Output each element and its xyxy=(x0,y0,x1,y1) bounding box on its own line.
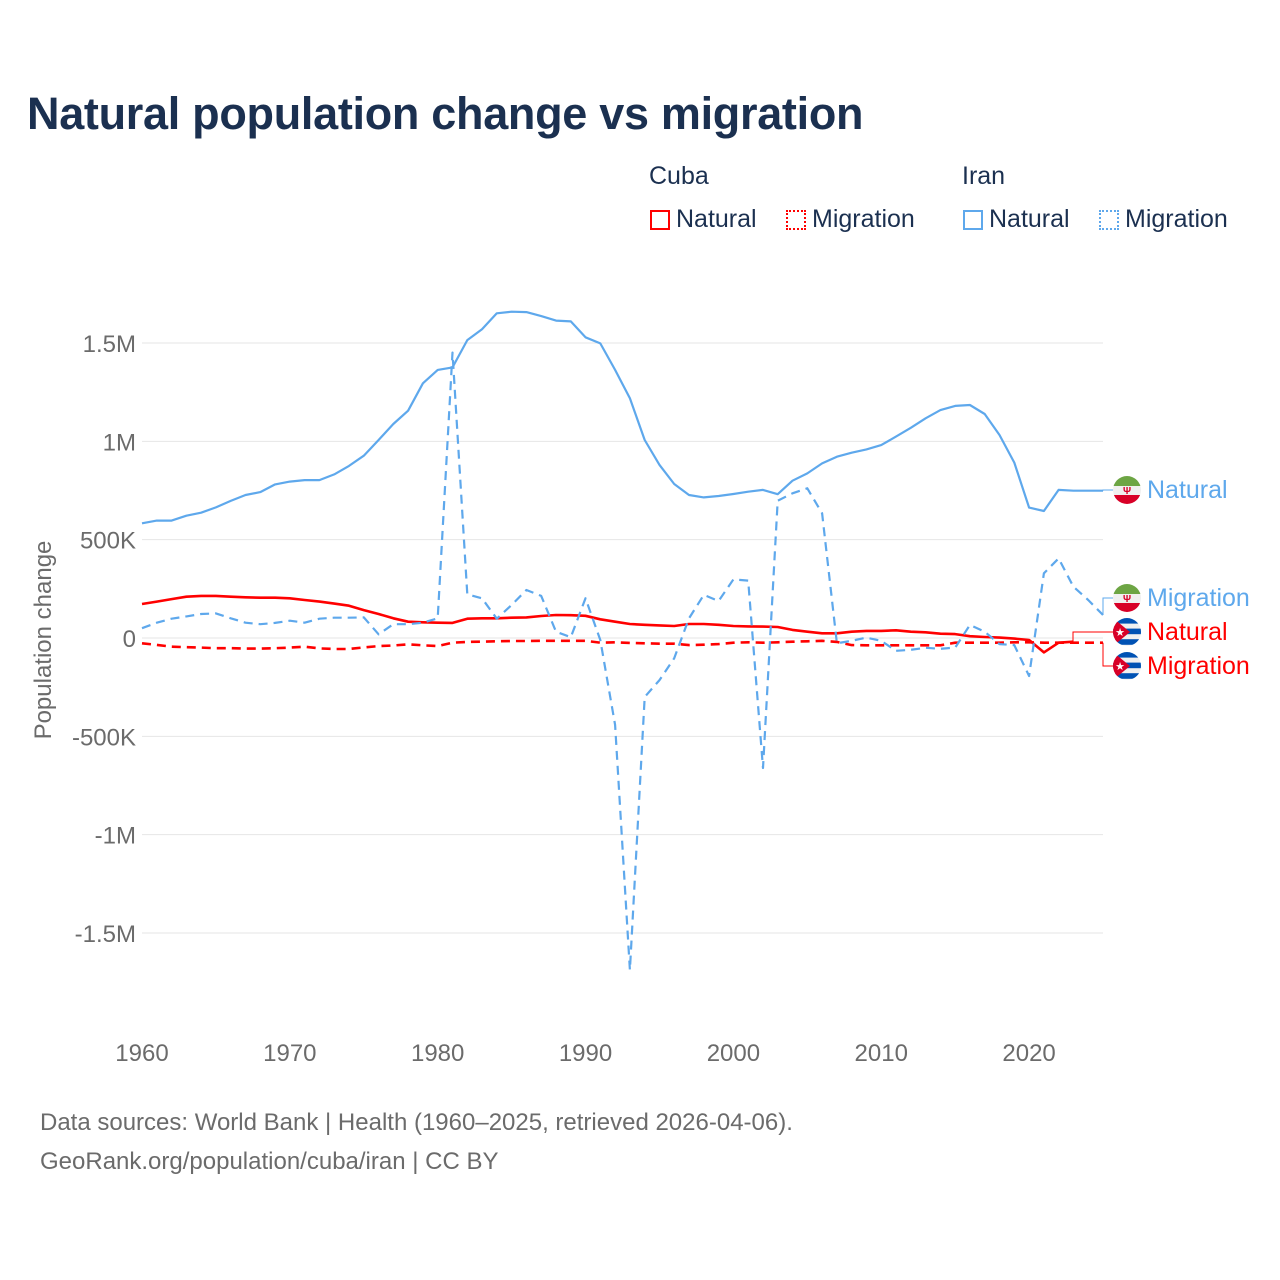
label-leader-lines xyxy=(1072,489,1113,667)
cuba-flag-icon: ★ xyxy=(1113,618,1141,646)
end-label-iran-migration[interactable]: Ψ Migration xyxy=(1113,584,1250,612)
end-label-text: Natural xyxy=(1147,618,1228,646)
legend-swatch-solid xyxy=(963,209,983,230)
y-tick-label: -500K xyxy=(72,724,136,751)
legend-item-cuba-migration[interactable]: Migration xyxy=(786,205,915,234)
legend-label: Natural xyxy=(989,205,1070,233)
leader-cuba-migration xyxy=(1102,642,1113,667)
x-tick-label: 2020 xyxy=(1002,1040,1055,1067)
x-tick-label: 2000 xyxy=(707,1040,760,1067)
svg-text:Ψ: Ψ xyxy=(1123,594,1131,605)
legend-group-iran: Iran xyxy=(962,162,1006,190)
x-tick-label: 1990 xyxy=(559,1040,612,1067)
leader-cuba-natural xyxy=(1072,631,1113,643)
svg-text:★: ★ xyxy=(1115,626,1125,639)
legend-item-iran-natural[interactable]: Natural xyxy=(963,205,1070,234)
chart-title: Natural population change vs migration xyxy=(27,88,864,139)
footer-sources: Data sources: World Bank | Health (1960–… xyxy=(40,1109,793,1136)
end-label-iran-natural[interactable]: Ψ Natural xyxy=(1113,476,1228,504)
gridlines xyxy=(142,342,1103,934)
x-axis-ticks: 1960 1970 1980 1990 2000 2010 2020 xyxy=(115,1040,1055,1067)
legend-group-cuba: Cuba xyxy=(649,162,709,190)
iran-flag-icon: Ψ xyxy=(1113,476,1141,504)
end-label-text: Natural xyxy=(1147,476,1228,504)
y-tick-label: 1M xyxy=(103,429,136,456)
end-label-text: Migration xyxy=(1147,652,1250,680)
footer-link[interactable]: GeoRank.org/population/cuba/iran | CC BY xyxy=(40,1148,499,1175)
svg-text:Ψ: Ψ xyxy=(1123,486,1131,497)
y-tick-label: 0 xyxy=(123,626,136,653)
x-tick-label: 1980 xyxy=(411,1040,464,1067)
end-label-cuba-natural[interactable]: ★ Natural xyxy=(1113,618,1228,646)
y-axis-label: Population change xyxy=(30,541,57,740)
x-tick-label: 1960 xyxy=(115,1040,168,1067)
legend-swatch-solid xyxy=(650,209,670,230)
legend-label: Migration xyxy=(1125,205,1228,233)
svg-text:★: ★ xyxy=(1115,660,1125,673)
legend-label: Migration xyxy=(812,205,915,233)
legend-label: Natural xyxy=(676,205,757,233)
iran-flag-icon: Ψ xyxy=(1113,584,1141,612)
series-lines xyxy=(141,310,1104,972)
end-label-text: Migration xyxy=(1147,584,1250,612)
y-tick-label: 1.5M xyxy=(83,331,136,358)
y-tick-label: 500K xyxy=(80,528,136,555)
cuba-flag-icon: ★ xyxy=(1113,652,1141,680)
y-axis-ticks: 1.5M 1M 500K 0 -500K -1M -1.5M xyxy=(72,331,136,948)
legend-swatch-dotted xyxy=(786,209,806,230)
series-line-cuba-migration[interactable] xyxy=(141,639,1103,651)
y-tick-label: -1M xyxy=(95,823,136,850)
legend-item-iran-migration[interactable]: Migration xyxy=(1099,205,1228,234)
series-line-iran-natural[interactable] xyxy=(141,310,1103,525)
y-tick-label: -1.5M xyxy=(75,921,136,948)
leader-iran-natural xyxy=(1102,489,1113,491)
series-line-cuba-natural[interactable] xyxy=(141,594,1074,654)
x-tick-label: 2010 xyxy=(855,1040,908,1067)
leader-iran-migration xyxy=(1102,597,1113,615)
x-tick-label: 1970 xyxy=(263,1040,316,1067)
end-labels: Ψ Natural Ψ Migration ★ Natural ★ Migrat… xyxy=(1113,476,1250,680)
legend-item-cuba-natural[interactable]: Natural xyxy=(650,205,757,234)
legend-swatch-dotted xyxy=(1099,209,1119,230)
end-label-cuba-migration[interactable]: ★ Migration xyxy=(1113,652,1250,680)
series-line-iran-migration[interactable] xyxy=(141,351,1104,972)
